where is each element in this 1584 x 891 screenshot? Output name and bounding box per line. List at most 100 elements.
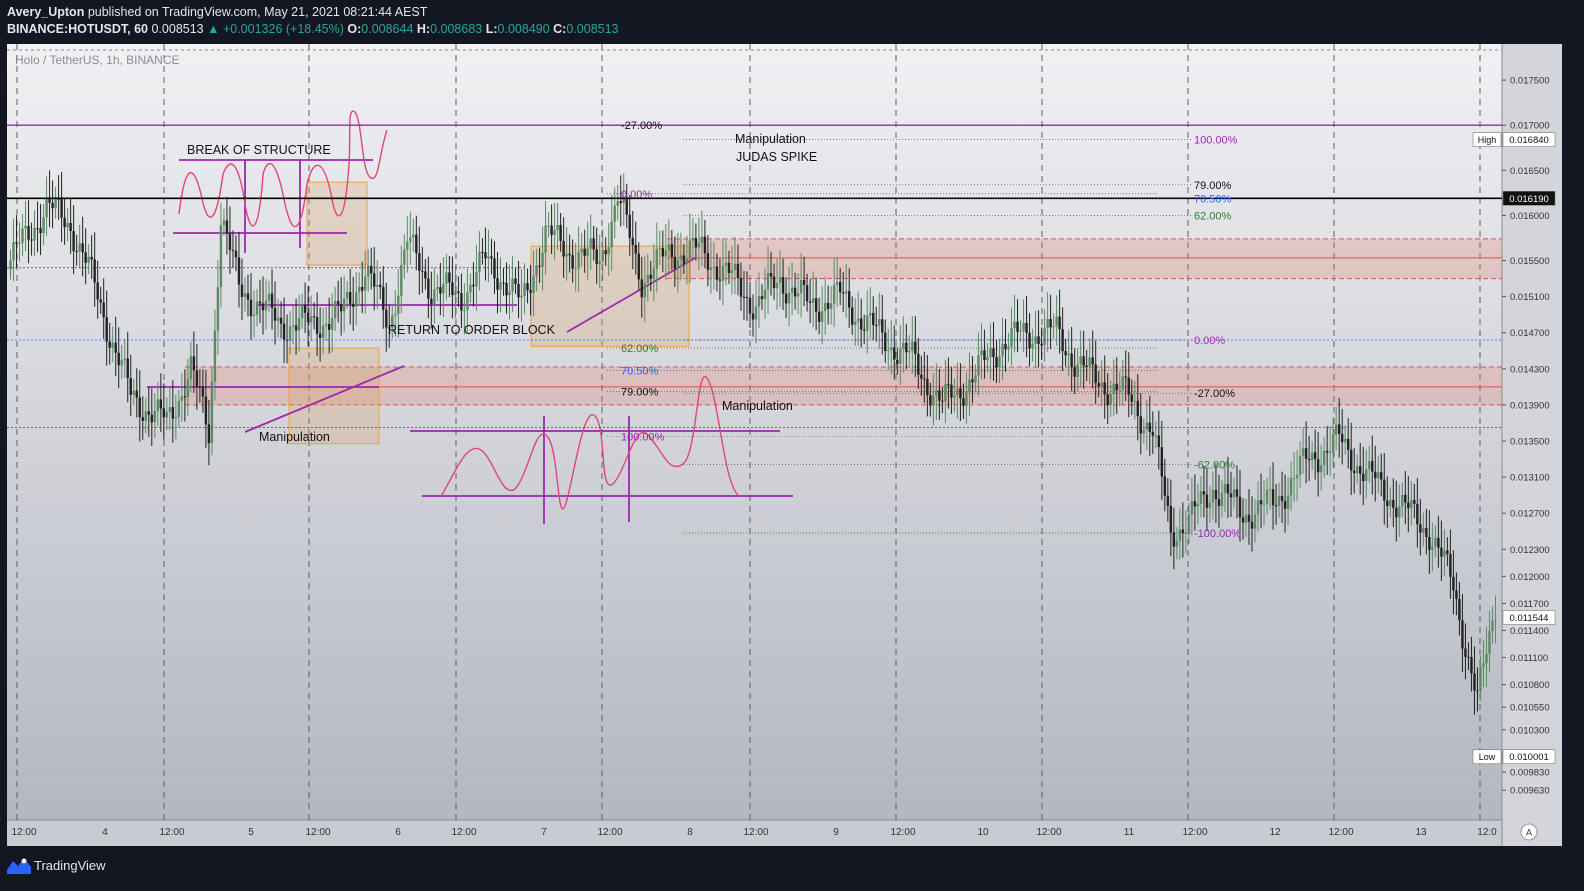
candle-body	[78, 243, 81, 252]
candle-body	[1362, 473, 1365, 482]
time-tick-label: 12:00	[1182, 827, 1207, 838]
candle-body	[1151, 431, 1155, 436]
candle-body	[96, 282, 99, 300]
candle-body	[219, 225, 223, 288]
candle-body	[790, 287, 794, 293]
candle-body	[718, 279, 722, 281]
candle-body	[1253, 514, 1257, 529]
candle-body	[604, 250, 607, 255]
candle-body	[195, 370, 199, 387]
order-block-zones	[185, 181, 1502, 445]
tradingview-logo-icon[interactable]	[7, 856, 31, 874]
candle-body	[1262, 503, 1266, 505]
time-tick-label: 12:00	[305, 827, 330, 838]
wave-drawing-1	[178, 110, 388, 228]
candle-body	[1085, 365, 1088, 367]
time-tick-label: 7	[541, 827, 547, 838]
symbol-name[interactable]: BINANCE:HOTUSDT, 60	[7, 22, 148, 36]
candle-body	[781, 277, 785, 294]
candle-body	[553, 230, 556, 236]
candle-body	[261, 303, 265, 311]
candle-body	[1145, 422, 1148, 430]
candle-body	[210, 381, 214, 444]
candle-body	[1286, 495, 1290, 509]
candle-body	[457, 291, 460, 294]
candle-body	[634, 244, 637, 254]
candle-body	[977, 355, 980, 376]
candle-body	[406, 241, 409, 250]
candle-body	[1238, 496, 1242, 518]
candle-body	[36, 227, 39, 229]
candle-body	[460, 293, 463, 311]
candle-body	[1482, 663, 1485, 667]
time-axis-background[interactable]	[7, 820, 1502, 846]
candle-body	[1455, 590, 1458, 599]
candle-body	[306, 312, 310, 323]
order-block-zone	[185, 367, 1502, 405]
candle-body	[917, 353, 920, 375]
candle-body	[300, 304, 304, 319]
candle-body	[664, 250, 668, 257]
candle-body	[177, 400, 181, 418]
candle-body	[394, 313, 397, 316]
price-tick-label: 0.017000	[1510, 121, 1550, 132]
candle-body	[258, 301, 262, 304]
candle-body	[358, 286, 361, 293]
candle-body	[487, 256, 490, 259]
price-tick-label: 0.011700	[1510, 599, 1549, 610]
candle-body	[1316, 459, 1320, 473]
candle-body	[75, 250, 78, 252]
candle-body	[345, 291, 349, 299]
manipulation-label-middle: Manipulation	[722, 399, 793, 413]
candlestick-chart[interactable]: -27.00%0.00%62.00%70.50%79.00%100.00%100…	[7, 44, 1562, 846]
candle-body	[709, 267, 713, 270]
candle-body	[1043, 327, 1046, 346]
candle-body	[1211, 489, 1215, 503]
candle-body	[442, 283, 445, 294]
candle-body	[616, 201, 619, 206]
candle-body	[1139, 416, 1142, 434]
price-badge-label-box	[1472, 749, 1502, 765]
fib2-level-label: -62.00%	[1194, 459, 1235, 471]
candle-body	[847, 291, 851, 308]
time-tick-label: 12	[1269, 827, 1281, 838]
candles	[9, 170, 1497, 715]
price-axis-background[interactable]	[1502, 44, 1562, 846]
author-name[interactable]: Avery_Upton	[7, 5, 85, 19]
trend-line	[566, 257, 696, 333]
candle-body	[610, 221, 613, 248]
candle-body	[1235, 489, 1239, 497]
candle-body	[700, 236, 704, 243]
candle-body	[1416, 503, 1419, 525]
candle-body	[69, 222, 72, 231]
trend-line	[244, 365, 405, 433]
publish-line: Avery_Upton published on TradingView.com…	[7, 5, 427, 19]
candle-body	[1163, 476, 1167, 496]
candle-body	[823, 302, 827, 312]
candle-body	[255, 301, 259, 315]
chart-header: Avery_Upton published on TradingView.com…	[0, 0, 1584, 42]
candle-body	[631, 237, 634, 245]
time-tick-label: 12:00	[159, 827, 184, 838]
low-value: 0.008490	[497, 22, 550, 36]
footer: TradingView	[0, 848, 1584, 891]
candle-body	[1265, 489, 1269, 504]
candle-body	[439, 287, 442, 294]
candle-body	[1070, 353, 1073, 368]
candle-body	[766, 273, 770, 290]
candle-body	[27, 225, 30, 240]
tradingview-brand[interactable]: TradingView	[34, 858, 106, 873]
candle-body	[1377, 472, 1380, 479]
candle-body	[168, 407, 172, 412]
time-tick-label: 8	[687, 827, 693, 838]
fib2-level-label: 100.00%	[1194, 135, 1238, 147]
candle-body	[1401, 494, 1404, 507]
candle-body	[183, 396, 187, 398]
candle-body	[799, 279, 803, 294]
candle-body	[1307, 458, 1311, 461]
candle-body	[838, 281, 842, 293]
candle-body	[1310, 452, 1314, 461]
candle-body	[303, 304, 307, 313]
candle-body	[1118, 389, 1121, 391]
candle-body	[1001, 343, 1004, 357]
